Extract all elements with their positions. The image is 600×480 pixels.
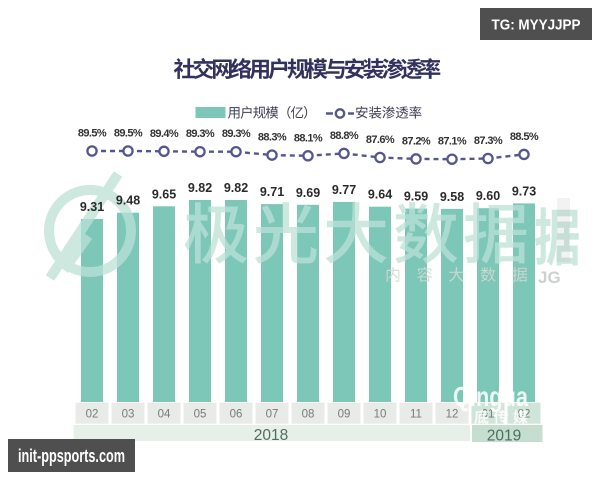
svg-text:Qingua: Qingua bbox=[453, 381, 528, 412]
svg-text:89.4%: 89.4% bbox=[150, 128, 179, 140]
svg-text:9.71: 9.71 bbox=[260, 185, 284, 199]
svg-text:11: 11 bbox=[410, 409, 422, 421]
svg-text:12: 12 bbox=[446, 409, 459, 421]
svg-text:87.3%: 87.3% bbox=[474, 135, 503, 147]
svg-text:87.1%: 87.1% bbox=[438, 136, 467, 148]
svg-text:9.48: 9.48 bbox=[116, 194, 140, 208]
svg-text:TG: MYYJJPP: TG: MYYJJPP bbox=[492, 17, 581, 34]
svg-text:89.5%: 89.5% bbox=[114, 128, 143, 140]
svg-text:88.1%: 88.1% bbox=[294, 132, 323, 144]
svg-text:9.77: 9.77 bbox=[332, 183, 356, 197]
svg-text:89.5%: 89.5% bbox=[78, 128, 107, 140]
svg-text:9.31: 9.31 bbox=[80, 200, 104, 214]
svg-text:09: 09 bbox=[338, 409, 351, 421]
svg-text:07: 07 bbox=[266, 409, 279, 421]
svg-text:init-ppsports.com: init-ppsports.com bbox=[18, 446, 125, 466]
svg-text:JG: JG bbox=[538, 268, 561, 287]
svg-text:88.8%: 88.8% bbox=[330, 130, 359, 142]
svg-text:9.64: 9.64 bbox=[368, 188, 392, 202]
svg-text:88.5%: 88.5% bbox=[510, 131, 539, 143]
svg-text:9.60: 9.60 bbox=[476, 189, 500, 203]
svg-text:2019: 2019 bbox=[487, 428, 521, 445]
svg-text:10: 10 bbox=[374, 409, 387, 421]
svg-text:9.73: 9.73 bbox=[512, 184, 536, 198]
svg-text:9.82: 9.82 bbox=[224, 181, 248, 195]
svg-text:9.58: 9.58 bbox=[440, 190, 464, 204]
svg-text:9.59: 9.59 bbox=[404, 190, 428, 204]
svg-text:89.3%: 89.3% bbox=[186, 128, 215, 140]
svg-text:2018: 2018 bbox=[254, 427, 288, 444]
svg-text:87.6%: 87.6% bbox=[366, 134, 395, 146]
svg-text:06: 06 bbox=[230, 409, 243, 421]
svg-text:08: 08 bbox=[302, 409, 315, 421]
svg-text:02: 02 bbox=[86, 409, 99, 421]
svg-text:89.3%: 89.3% bbox=[222, 128, 251, 140]
svg-text:03: 03 bbox=[122, 409, 135, 421]
svg-text:05: 05 bbox=[194, 409, 207, 421]
svg-text:04: 04 bbox=[158, 409, 171, 421]
svg-text:9.65: 9.65 bbox=[152, 187, 176, 201]
svg-text:9.82: 9.82 bbox=[188, 181, 212, 195]
svg-text:87.2%: 87.2% bbox=[402, 135, 431, 147]
svg-text:9.69: 9.69 bbox=[296, 186, 320, 200]
svg-text:88.3%: 88.3% bbox=[258, 132, 287, 144]
